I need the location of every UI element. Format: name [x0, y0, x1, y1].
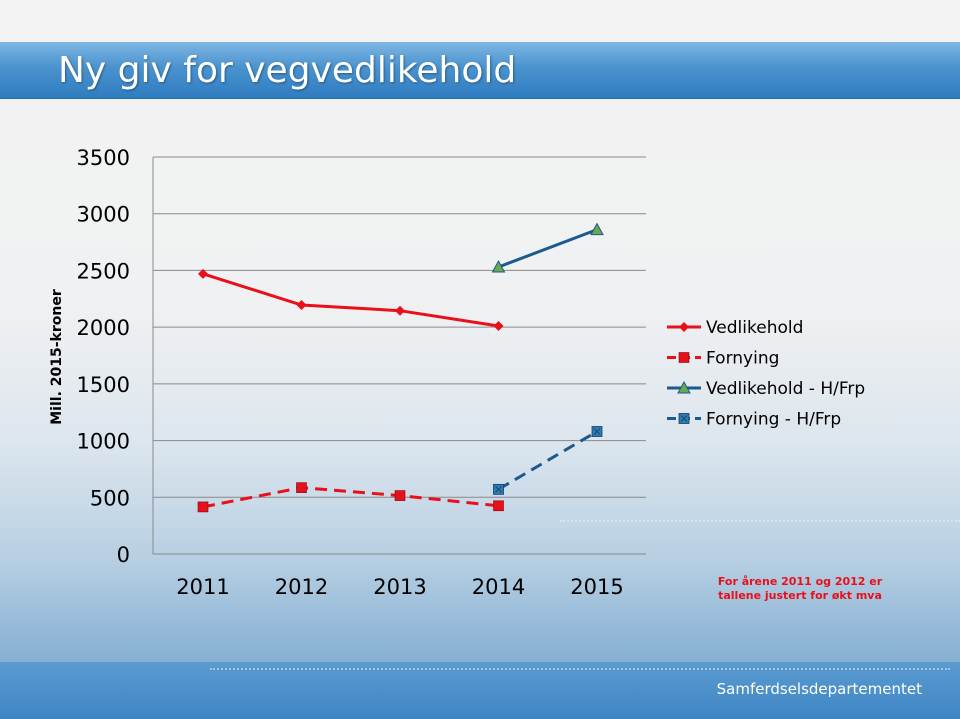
footnote-line-1: For årene 2011 og 2012 er [717, 575, 883, 588]
data-point-vedlikehold-h-frp [590, 222, 604, 236]
y-tick-label: 500 [90, 486, 130, 510]
footnote: For årene 2011 og 2012 er tallene juster… [700, 575, 900, 603]
series-line-vedlikehold-h-frp [497, 228, 598, 269]
data-point-vedlikehold [493, 321, 504, 332]
data-point-vedlikehold [395, 305, 405, 316]
legend-marker-vedlikehold-h-frp [677, 380, 691, 394]
y-tick-label: 0 [117, 543, 130, 567]
decorative-dotted-line [560, 520, 960, 522]
x-tick-label: 2013 [373, 575, 426, 599]
slide-title: Ny giv for vegvedlikehold [58, 50, 517, 91]
footer-organization: Samferdselsdepartementet [716, 680, 922, 698]
y-tick-label: 2500 [77, 259, 130, 283]
x-tick-label: 2015 [570, 575, 623, 599]
data-point-fornying [296, 482, 307, 493]
series-line-fornying-h-frp [497, 430, 598, 491]
y-tick-label: 2000 [77, 316, 130, 340]
y-tick-label: 3000 [77, 203, 130, 227]
legend-label-vedlikehold-h-frp: Vedlikehold - H/Frp [706, 379, 865, 399]
data-point-fornying [394, 490, 406, 501]
y-tick-label: 3500 [77, 146, 130, 170]
legend-label-vedlikehold: Vedlikehold [706, 318, 803, 338]
x-tick-label: 2012 [275, 575, 328, 599]
data-point-vedlikehold [198, 268, 208, 279]
title-band [0, 42, 960, 99]
footer-band [0, 662, 960, 719]
series-line-fornying [202, 486, 499, 509]
legend-marker-fornying-h-frp-x [680, 415, 688, 422]
data-point-vedlikehold-h-frp [491, 259, 506, 273]
data-point-vedlikehold [296, 300, 307, 311]
data-point-fornying [493, 500, 504, 512]
legend-label-fornying-h-frp: Fornying - H/Frp [706, 410, 841, 430]
legend-label-fornying: Fornying [706, 349, 779, 369]
y-axis-label: Mill. 2015-kroner [49, 289, 65, 425]
y-tick-label: 1500 [77, 373, 130, 397]
data-point-fornying [197, 501, 209, 513]
data-point-fornying-h-frp-x [593, 428, 601, 435]
data-point-fornying-h-frp-x [495, 486, 502, 493]
x-tick-label: 2011 [176, 575, 229, 599]
legend-marker-fornying [678, 352, 690, 363]
footnote-line-2: tallene justert for økt mva [718, 589, 882, 602]
y-tick-label: 1000 [77, 430, 130, 454]
series-line-vedlikehold [202, 272, 499, 328]
footer-dotted-line [210, 668, 950, 670]
legend-marker-vedlikehold [679, 322, 689, 332]
x-tick-label: 2014 [472, 575, 525, 599]
